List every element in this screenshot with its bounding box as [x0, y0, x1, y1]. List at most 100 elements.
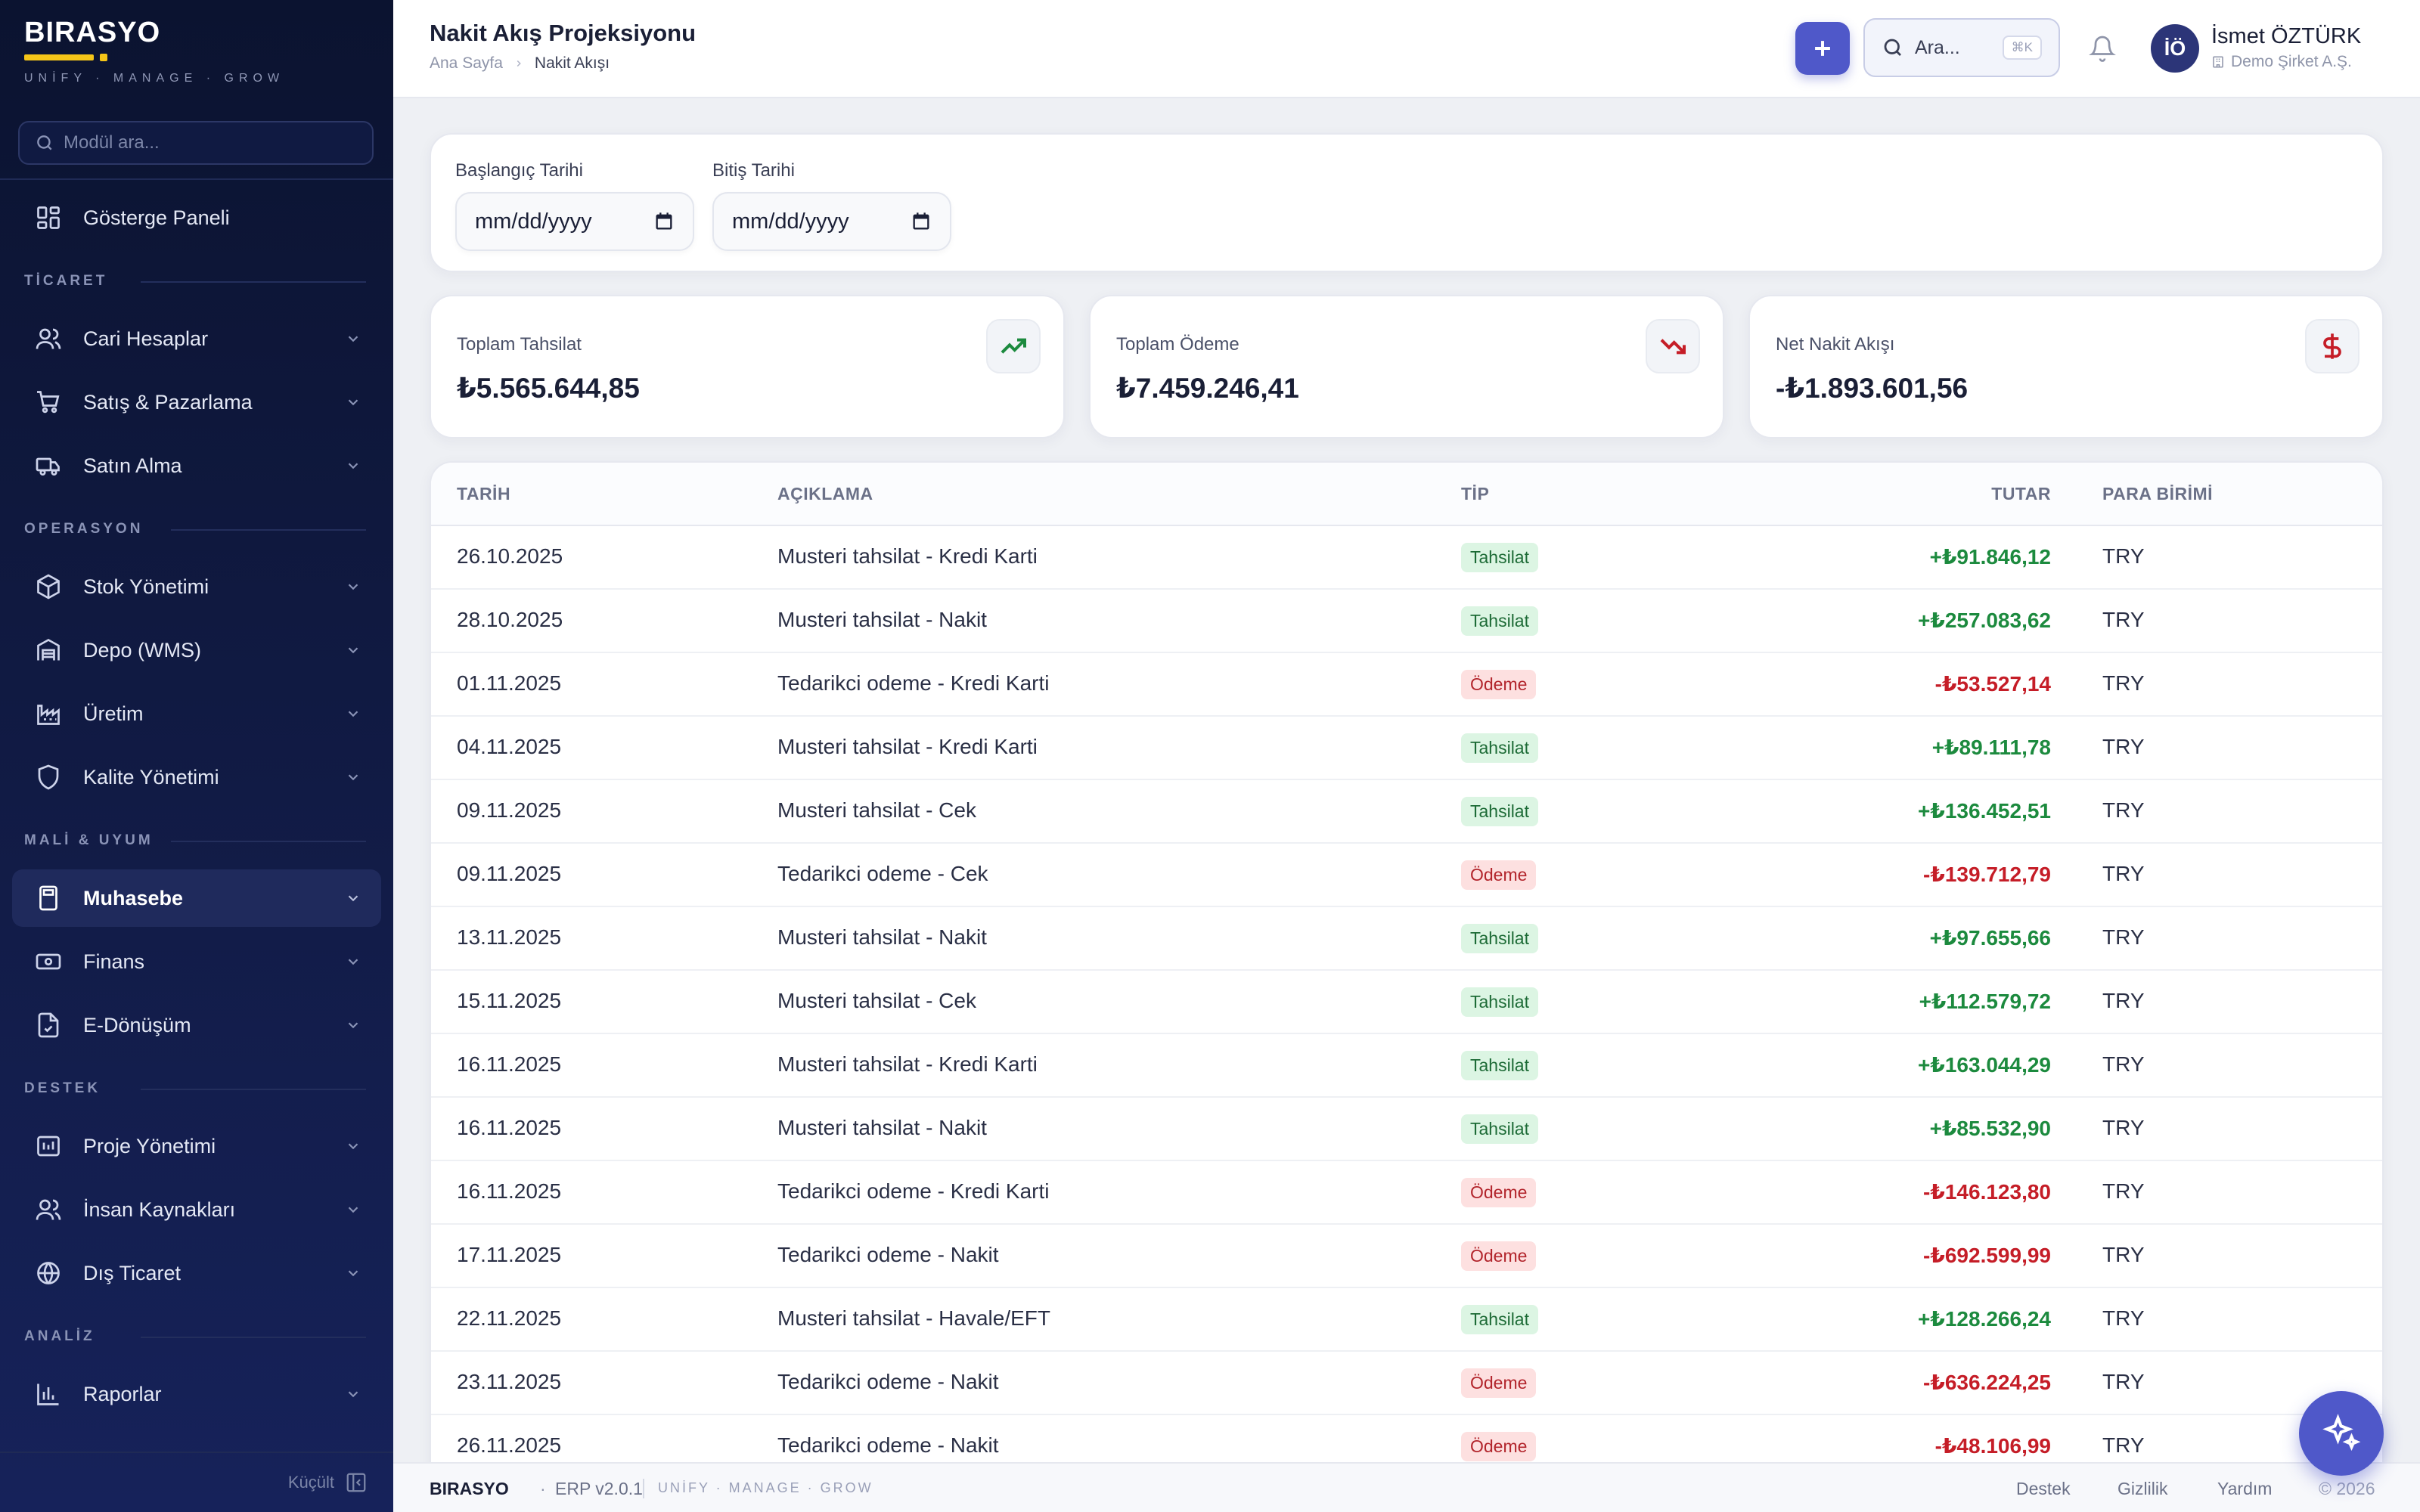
cell-date: 26.10.2025: [457, 544, 563, 568]
footer-link-help[interactable]: Yardım: [2217, 1479, 2273, 1498]
footer-link-privacy[interactable]: Gizlilik: [2118, 1479, 2168, 1498]
chevron-down-icon: [348, 1391, 358, 1398]
table-header: TARİH AÇIKLAMA TİP TUTAR PARA BİRİMİ: [431, 463, 2382, 526]
footer-link-support[interactable]: Destek: [2016, 1479, 2071, 1498]
cell-description: Tedarikci odeme - Nakit: [777, 1243, 999, 1266]
cell-amount: +₺163.044,29: [1918, 1053, 2051, 1077]
cell-date: 16.11.2025: [457, 1179, 562, 1203]
sidebar-item-satin-alma[interactable]: Satın Alma: [12, 437, 381, 494]
table-row[interactable]: 09.11.2025 Musteri tahsilat - Cek Tahsilat…: [431, 780, 2382, 844]
cell-date: 04.11.2025: [457, 735, 562, 758]
cell-date: 26.11.2025: [457, 1433, 562, 1457]
project-chart-icon: [33, 1131, 64, 1161]
cash-flow-table: TARİH AÇIKLAMA TİP TUTAR PARA BİRİMİ 26.…: [430, 461, 2384, 1512]
table-row[interactable]: 04.11.2025 Musteri tahsilat - Kredi Karti…: [431, 717, 2382, 780]
table-row[interactable]: 16.11.2025 Musteri tahsilat - Nakit Tahsil…: [431, 1098, 2382, 1161]
brand-logo[interactable]: BIRASYO UNİFY · MANAGE · GROW: [24, 17, 284, 85]
cell-amount: +₺128.266,24: [1918, 1307, 2051, 1331]
brand-underline: [24, 54, 284, 61]
sidebar-item-label: Finans: [83, 950, 145, 973]
sidebar-item-finans[interactable]: Finans: [12, 933, 381, 990]
footer-brand: BIRASYO: [430, 1479, 509, 1498]
module-search-input[interactable]: [64, 132, 366, 153]
add-new-button[interactable]: [1795, 22, 1850, 75]
column-header-amount[interactable]: TUTAR: [1991, 484, 2051, 503]
sidebar-item-edonusum[interactable]: E-Dönüşüm: [12, 996, 381, 1054]
breadcrumb-home[interactable]: Ana Sayfa: [430, 54, 503, 72]
stat-card-collections: Toplam Tahsilat ₺5.565.644,85: [430, 295, 1065, 438]
page-footer: BIRASYO · ERP v2.0.1 UNİFY · MANAGE · GR…: [393, 1462, 2420, 1512]
notifications-button[interactable]: [2084, 30, 2121, 67]
sidebar-collapse-button[interactable]: Küçült: [0, 1452, 393, 1512]
type-badge: Tahsilat: [1461, 1114, 1538, 1144]
cell-currency: TRY: [2102, 1243, 2145, 1266]
cell-description: Tedarikci odeme - Cek: [777, 862, 988, 885]
table-row[interactable]: 09.11.2025 Tedarikci odeme - Cek Ödeme -₺13…: [431, 844, 2382, 907]
end-date-group: Bitiş Tarihi mm/dd/yyyy: [712, 160, 951, 251]
type-badge: Ödeme: [1461, 1432, 1537, 1461]
calendar-icon[interactable]: [653, 211, 675, 232]
sidebar-item-muhasebe[interactable]: Muhasebe: [12, 869, 381, 927]
sidebar-item-raporlar[interactable]: Raporlar: [12, 1365, 381, 1423]
table-row[interactable]: 15.11.2025 Musteri tahsilat - Cek Tahsilat…: [431, 971, 2382, 1034]
date-filter-card: Başlangıç Tarihi mm/dd/yyyy Bitiş Tarihi…: [430, 133, 2384, 272]
type-badge: Tahsilat: [1461, 543, 1538, 572]
cell-date: 15.11.2025: [457, 989, 562, 1012]
people-icon: [33, 1194, 64, 1225]
column-header-date[interactable]: TARİH: [457, 484, 511, 503]
cell-currency: TRY: [2102, 735, 2145, 758]
table-row[interactable]: 26.10.2025 Musteri tahsilat - Kredi Karti…: [431, 526, 2382, 590]
stat-label: Toplam Tahsilat: [457, 334, 582, 355]
sidebar-item-uretim[interactable]: Üretim: [12, 685, 381, 742]
sidebar-item-proje[interactable]: Proje Yönetimi: [12, 1117, 381, 1175]
table-row[interactable]: 28.10.2025 Musteri tahsilat - Nakit Tahsil…: [431, 590, 2382, 653]
sidebar-item-label: İnsan Kaynakları: [83, 1198, 236, 1221]
cell-currency: TRY: [2102, 989, 2145, 1012]
cell-date: 13.11.2025: [457, 925, 562, 949]
column-header-type[interactable]: TİP: [1461, 484, 1490, 503]
page-title: Nakit Akış Projeksiyonu: [430, 20, 697, 46]
trending-down-icon: [1646, 319, 1700, 373]
table-row[interactable]: 13.11.2025 Musteri tahsilat - Nakit Tahsil…: [431, 907, 2382, 971]
sidebar-item-dis-ticaret[interactable]: Dış Ticaret: [12, 1244, 381, 1302]
start-date-input[interactable]: mm/dd/yyyy: [455, 192, 694, 251]
table-row[interactable]: 17.11.2025 Tedarikci odeme - Nakit Ödeme -₺…: [431, 1225, 2382, 1288]
type-badge: Ödeme: [1461, 670, 1537, 699]
calculator-icon: [33, 883, 64, 913]
sidebar-nav: Gösterge Paneli TİCARET Cari Hesaplar Sa…: [12, 189, 381, 1429]
sidebar-item-satis[interactable]: Satış & Pazarlama: [12, 373, 381, 431]
sidebar-item-kalite[interactable]: Kalite Yönetimi: [12, 748, 381, 806]
stat-label: Toplam Ödeme: [1116, 334, 1239, 355]
cell-currency: TRY: [2102, 608, 2145, 631]
avatar[interactable]: İÖ: [2151, 24, 2199, 73]
sidebar-item-label: Depo (WMS): [83, 638, 202, 662]
cell-currency: TRY: [2102, 544, 2145, 568]
module-search[interactable]: [18, 121, 374, 165]
column-header-currency[interactable]: PARA BİRİMİ: [2102, 484, 2214, 503]
user-name[interactable]: İsmet ÖZTÜRK: [2211, 24, 2362, 48]
sidebar-item-cari[interactable]: Cari Hesaplar: [12, 310, 381, 367]
global-search[interactable]: Ara... ⌘K: [1863, 18, 2060, 77]
type-badge: Ödeme: [1461, 1368, 1537, 1398]
sidebar-item-dashboard[interactable]: Gösterge Paneli: [12, 189, 381, 246]
nav-section-mali: MALİ & UYUM: [12, 826, 381, 856]
column-header-description[interactable]: AÇIKLAMA: [777, 484, 873, 503]
sidebar-item-label: Satın Alma: [83, 454, 182, 477]
globe-icon: [33, 1258, 64, 1288]
calendar-icon[interactable]: [911, 211, 932, 232]
sidebar-item-depo[interactable]: Depo (WMS): [12, 621, 381, 679]
footer-divider: [643, 1479, 644, 1498]
sidebar-item-label: Kalite Yönetimi: [83, 765, 219, 789]
cell-date: 16.11.2025: [457, 1116, 562, 1139]
table-row[interactable]: 16.11.2025 Tedarikci odeme - Kredi Karti Ö…: [431, 1161, 2382, 1225]
table-row[interactable]: 23.11.2025 Tedarikci odeme - Nakit Ödeme -₺…: [431, 1352, 2382, 1415]
sidebar-item-ik[interactable]: İnsan Kaynakları: [12, 1181, 381, 1238]
table-row[interactable]: 22.11.2025 Musteri tahsilat - Havale/EFT T…: [431, 1288, 2382, 1352]
stat-value: ₺5.565.644,85: [457, 373, 640, 404]
table-row[interactable]: 16.11.2025 Musteri tahsilat - Kredi Karti…: [431, 1034, 2382, 1098]
sidebar-item-stok[interactable]: Stok Yönetimi: [12, 558, 381, 615]
table-row[interactable]: 01.11.2025 Tedarikci odeme - Kredi Karti Ö…: [431, 653, 2382, 717]
ai-assistant-button[interactable]: [2299, 1391, 2384, 1476]
end-date-input[interactable]: mm/dd/yyyy: [712, 192, 951, 251]
cell-currency: TRY: [2102, 1370, 2145, 1393]
